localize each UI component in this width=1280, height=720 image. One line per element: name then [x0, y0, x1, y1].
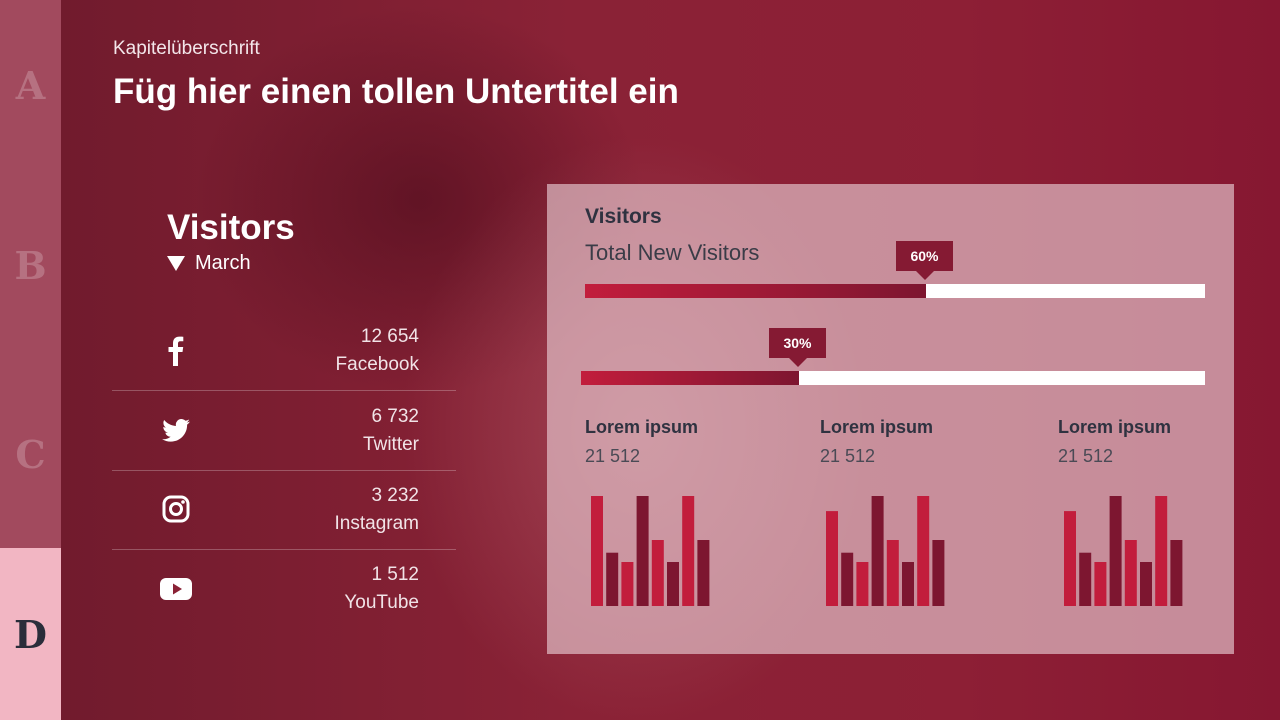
- chart-bar: [651, 540, 664, 606]
- chart-bar: [886, 540, 899, 606]
- stat-block-3: Lorem ipsum 21 512: [1058, 417, 1171, 467]
- chart-bar: [591, 496, 603, 606]
- chart-bar: [1140, 562, 1152, 606]
- progress-fill-1: [585, 284, 926, 298]
- chart-bar: [917, 496, 930, 606]
- facebook-icon: [168, 336, 184, 366]
- youtube-count: 1 512: [371, 564, 419, 585]
- twitter-count: 6 732: [371, 406, 419, 427]
- social-row-youtube: 1 512 YouTube: [112, 550, 456, 629]
- stat-value: 21 512: [1058, 446, 1114, 466]
- panel-title: Visitors: [585, 205, 662, 228]
- stat-value: 21 512: [585, 446, 641, 466]
- chart-bar: [697, 540, 710, 606]
- progress-tag-1: 60%: [896, 241, 953, 280]
- chart-bar: [902, 562, 914, 606]
- stat-title: Lorem ipsum: [820, 417, 934, 437]
- facebook-count: 12 654: [360, 326, 419, 347]
- chart-bar: [856, 562, 869, 606]
- chart-bar: [1064, 511, 1076, 606]
- stat-title: Lorem ipsum: [585, 417, 699, 437]
- section-a-tab[interactable]: A: [15, 62, 46, 108]
- youtube-label: YouTube: [344, 592, 419, 613]
- facebook-label: Facebook: [335, 354, 419, 375]
- chart-bar: [1155, 496, 1168, 606]
- chart-bar: [621, 562, 634, 606]
- youtube-icon: [160, 578, 192, 600]
- stat-title: Lorem ipsum: [1058, 417, 1172, 437]
- section-d-tab[interactable]: D: [0, 548, 61, 720]
- twitter-icon: [162, 419, 190, 442]
- section-c-tab[interactable]: C: [15, 431, 46, 477]
- chart-bar: [841, 552, 854, 606]
- chart-bar: [826, 511, 838, 606]
- twitter-label: Twitter: [363, 434, 419, 455]
- visitors-title: Visitors: [167, 208, 295, 247]
- chart-bar: [871, 496, 884, 606]
- progress-bar-2: [581, 371, 1205, 385]
- social-row-instagram: 3 232 Instagram: [112, 471, 456, 550]
- chart-bar: [1079, 552, 1092, 606]
- chart-bar: [636, 496, 649, 606]
- mini-bar-chart-1: [591, 496, 710, 606]
- mini-bar-chart-2: [826, 496, 945, 606]
- progress-bar-1: [585, 284, 1205, 298]
- instagram-label: Instagram: [334, 513, 419, 534]
- chart-bar: [1170, 540, 1183, 606]
- social-row-facebook: 12 654 Facebook: [112, 312, 456, 391]
- month-label: March: [195, 252, 251, 274]
- mini-bar-chart-3: [1064, 496, 1183, 606]
- stat-block-1: Lorem ipsum 21 512: [585, 417, 698, 467]
- instagram-count: 3 232: [371, 485, 419, 506]
- chart-bar: [1124, 540, 1137, 606]
- section-sidebar: A B C D: [0, 0, 61, 720]
- chart-bar: [682, 496, 695, 606]
- chart-bar: [932, 540, 945, 606]
- month-dropdown[interactable]: March: [167, 252, 251, 275]
- chart-bar: [1094, 562, 1107, 606]
- progress-tag-2: 30%: [769, 328, 826, 367]
- chart-bar: [1109, 496, 1122, 606]
- chart-bar: [606, 552, 619, 606]
- visitors-panel: Visitors Total New Visitors 60% 30% Lore…: [547, 184, 1234, 654]
- instagram-icon: [162, 495, 190, 523]
- panel-subtitle: Total New Visitors: [585, 240, 760, 265]
- page-subtitle: Füg hier einen tollen Untertitel ein: [113, 72, 679, 111]
- chapter-heading: Kapitelüberschrift: [113, 38, 260, 59]
- section-b-tab[interactable]: B: [14, 242, 47, 288]
- chart-bar: [667, 562, 679, 606]
- stat-value: 21 512: [820, 446, 876, 466]
- progress-fill-2: [581, 371, 800, 385]
- triangle-down-icon: [167, 256, 185, 271]
- social-row-twitter: 6 732 Twitter: [112, 392, 456, 471]
- stat-block-2: Lorem ipsum 21 512: [820, 417, 933, 467]
